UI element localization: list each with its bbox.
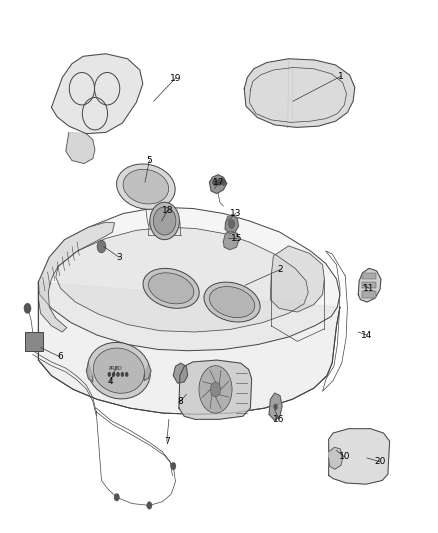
Circle shape	[217, 179, 221, 185]
Polygon shape	[270, 246, 324, 312]
Polygon shape	[39, 282, 340, 414]
Polygon shape	[328, 447, 343, 469]
Bar	[362, 273, 376, 279]
Ellipse shape	[209, 287, 255, 318]
Text: 3: 3	[116, 253, 122, 262]
Text: 8: 8	[177, 398, 183, 406]
Circle shape	[24, 303, 31, 313]
Circle shape	[120, 372, 124, 377]
Circle shape	[171, 462, 176, 470]
Polygon shape	[39, 207, 340, 351]
Text: 1: 1	[338, 72, 344, 80]
Ellipse shape	[117, 164, 175, 209]
Text: 17: 17	[213, 178, 225, 187]
Circle shape	[114, 494, 119, 501]
Circle shape	[229, 220, 235, 229]
Polygon shape	[269, 393, 282, 421]
Text: 19: 19	[170, 74, 181, 83]
Polygon shape	[86, 363, 93, 382]
Circle shape	[116, 372, 120, 377]
Polygon shape	[173, 363, 187, 383]
Text: 18: 18	[162, 206, 173, 215]
Ellipse shape	[93, 348, 145, 393]
Polygon shape	[358, 269, 381, 302]
Bar	[362, 292, 376, 298]
Polygon shape	[39, 222, 115, 332]
Text: 4: 4	[107, 377, 113, 386]
Bar	[25, 332, 43, 351]
Text: 13: 13	[230, 209, 241, 218]
Text: 14: 14	[361, 330, 373, 340]
Polygon shape	[51, 54, 143, 134]
Circle shape	[97, 240, 106, 253]
Ellipse shape	[88, 342, 150, 399]
Ellipse shape	[150, 202, 180, 240]
Polygon shape	[144, 365, 151, 381]
Ellipse shape	[204, 282, 260, 322]
Ellipse shape	[143, 269, 199, 308]
Polygon shape	[328, 429, 390, 484]
Text: 2: 2	[277, 265, 283, 274]
Ellipse shape	[148, 273, 194, 304]
Polygon shape	[179, 360, 252, 419]
Circle shape	[147, 502, 152, 509]
Text: 16: 16	[273, 415, 285, 424]
Text: 5: 5	[146, 156, 152, 165]
Text: 11: 11	[364, 284, 375, 293]
Text: PRND: PRND	[109, 366, 122, 370]
Text: 7: 7	[164, 437, 170, 446]
Polygon shape	[209, 175, 227, 193]
Polygon shape	[244, 59, 355, 127]
Circle shape	[210, 382, 221, 397]
Circle shape	[221, 179, 226, 185]
Circle shape	[112, 372, 116, 377]
Text: 6: 6	[57, 352, 63, 361]
Polygon shape	[225, 215, 239, 233]
Text: 10: 10	[339, 453, 350, 461]
Circle shape	[125, 372, 128, 377]
Polygon shape	[56, 227, 308, 332]
Ellipse shape	[153, 207, 176, 235]
Circle shape	[212, 179, 217, 185]
Bar	[362, 282, 376, 288]
Text: 20: 20	[374, 457, 386, 466]
Polygon shape	[66, 132, 95, 164]
Ellipse shape	[123, 169, 169, 204]
Text: 15: 15	[231, 234, 242, 243]
Circle shape	[273, 403, 278, 410]
Polygon shape	[223, 231, 239, 249]
Circle shape	[108, 372, 111, 377]
Circle shape	[199, 366, 232, 413]
